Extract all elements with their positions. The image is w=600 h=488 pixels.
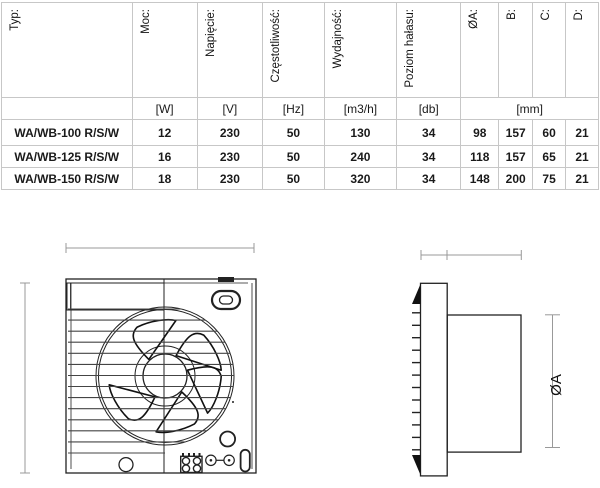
- svg-text:ØA: ØA: [548, 374, 565, 396]
